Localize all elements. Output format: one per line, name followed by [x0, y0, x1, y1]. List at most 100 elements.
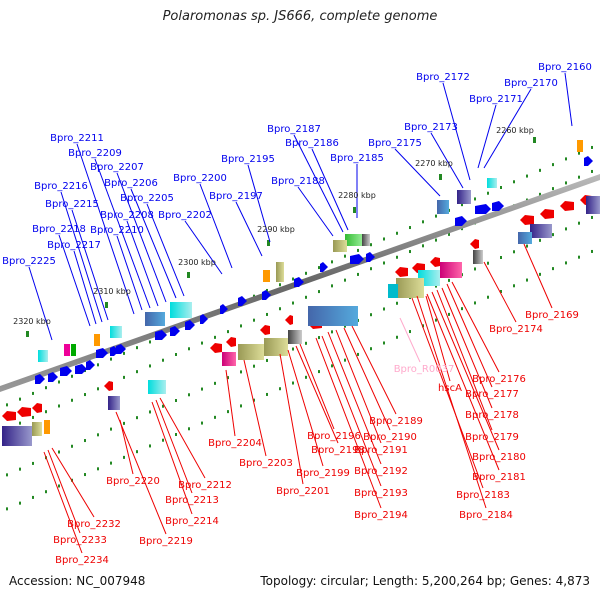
reverse-gene-label: Bpro_2201	[276, 486, 330, 497]
reverse-gene-arrow	[285, 315, 293, 325]
forward-gene-label: Bpro_2171	[469, 94, 523, 105]
minor-tick	[500, 290, 502, 293]
forward-gene-label: Bpro_2170	[504, 78, 558, 89]
reverse-label-leader	[51, 447, 95, 518]
reverse-gene-arrow	[260, 325, 270, 335]
rna-gene-label: Bpro_R0037	[394, 364, 455, 375]
reverse-gene-label: Bpro_2177	[465, 389, 519, 400]
minor-tick	[591, 145, 593, 149]
minor-tick	[591, 215, 593, 219]
forward-gene-arrow	[96, 348, 108, 358]
reverse-label-leader	[321, 335, 382, 487]
forward-gene-label: Bpro_2215	[45, 199, 99, 210]
forward-gene-arrow	[35, 374, 45, 384]
minor-tick	[344, 254, 346, 258]
minor-tick	[409, 250, 411, 254]
minor-tick	[331, 284, 333, 288]
minor-tick	[123, 455, 125, 459]
minor-tick	[136, 370, 138, 374]
forward-gene-label: Bpro_2185	[330, 153, 384, 164]
forward-gene-arrow	[75, 364, 87, 374]
reverse-label-leader	[119, 419, 134, 475]
minor-tick	[552, 163, 554, 167]
reverse-gene-label: Bpro_2174	[489, 324, 543, 335]
minor-tick	[84, 439, 86, 443]
scale-tick-label: 2320 kbp	[13, 317, 51, 326]
minor-tick	[318, 336, 320, 340]
reverse-label-leader	[441, 287, 493, 409]
purple-feature	[586, 196, 600, 214]
minor-tick	[136, 450, 138, 454]
scale-tick-label: 2290 kbp	[257, 225, 295, 234]
minor-tick	[292, 277, 294, 281]
minor-tick	[435, 238, 437, 242]
minor-tick	[357, 272, 359, 276]
reverse-gene-label: Bpro_2232	[67, 519, 121, 530]
minor-tick	[19, 467, 21, 471]
forward-label-leader	[247, 164, 271, 243]
minor-tick	[123, 351, 125, 355]
forward-label-leader	[235, 201, 263, 257]
forward-gene-arrow	[155, 330, 167, 340]
reverse-gene-arrow	[470, 239, 479, 249]
forward-gene-label: Bpro_2218	[32, 224, 86, 235]
minor-tick	[305, 295, 307, 299]
minor-tick	[71, 444, 73, 448]
minor-tick	[71, 374, 73, 378]
reverse-gene-arrow	[430, 257, 440, 267]
minor-tick	[318, 266, 320, 270]
gene-feature-layer	[2, 140, 600, 446]
forward-gene-arrow	[60, 366, 72, 376]
forward-gene-label: Bpro_2208	[100, 210, 154, 221]
minor-tick	[45, 386, 47, 390]
minor-tick	[240, 370, 242, 374]
minor-tick	[539, 168, 541, 172]
grey-feature	[362, 234, 370, 246]
reverse-label-leader	[436, 289, 493, 431]
minor-tick	[513, 284, 515, 288]
minor-tick	[188, 393, 190, 397]
forward-label-leader	[394, 148, 441, 197]
forward-gene-label: Bpro_2216	[34, 181, 88, 192]
cyan-feature	[487, 178, 497, 188]
reverse-gene-label: Bpro_2184	[459, 510, 513, 521]
minor-tick	[136, 416, 138, 420]
forward-gene-label: Bpro_2205	[120, 193, 174, 204]
minor-tick	[409, 226, 411, 230]
forward-label-leader	[94, 158, 151, 309]
minor-tick	[136, 346, 138, 350]
reverse-gene-label: Bpro_2179	[465, 432, 519, 443]
magenta-feature	[64, 344, 70, 356]
forward-label-leader	[199, 183, 233, 269]
forward-label-leader	[73, 250, 97, 325]
forward-gene-label: Bpro_2187	[267, 124, 321, 135]
minor-tick	[253, 398, 255, 402]
minor-tick	[6, 473, 8, 477]
minor-tick	[84, 393, 86, 397]
reverse-gene-label: Bpro_2180	[472, 452, 526, 463]
minor-tick	[565, 261, 567, 265]
forward-gene-arrow	[238, 296, 247, 306]
minor-tick	[214, 335, 216, 339]
minor-tick	[448, 312, 450, 316]
reverse-label-leader	[299, 343, 335, 430]
minor-tick	[6, 403, 8, 407]
minor-tick	[253, 318, 255, 322]
minor-tick	[487, 191, 489, 195]
minor-tick	[266, 358, 268, 362]
reverse-gene-label: Bpro_2199	[296, 468, 350, 479]
reverse-label-leader	[225, 369, 236, 437]
scale-tick	[267, 240, 270, 246]
minor-tick	[305, 341, 307, 345]
forward-gene-label: Bpro_2172	[416, 72, 470, 83]
forward-label-leader	[116, 172, 167, 303]
minor-tick	[318, 290, 320, 294]
reverse-label-leader	[279, 353, 304, 485]
minor-tick	[357, 248, 359, 252]
reverse-label-leader	[446, 283, 493, 388]
reverse-gene-label: Bpro_2189	[369, 416, 423, 427]
reverse-label-leader	[315, 337, 382, 509]
cyan-feature	[170, 302, 192, 318]
minor-tick	[383, 237, 385, 241]
